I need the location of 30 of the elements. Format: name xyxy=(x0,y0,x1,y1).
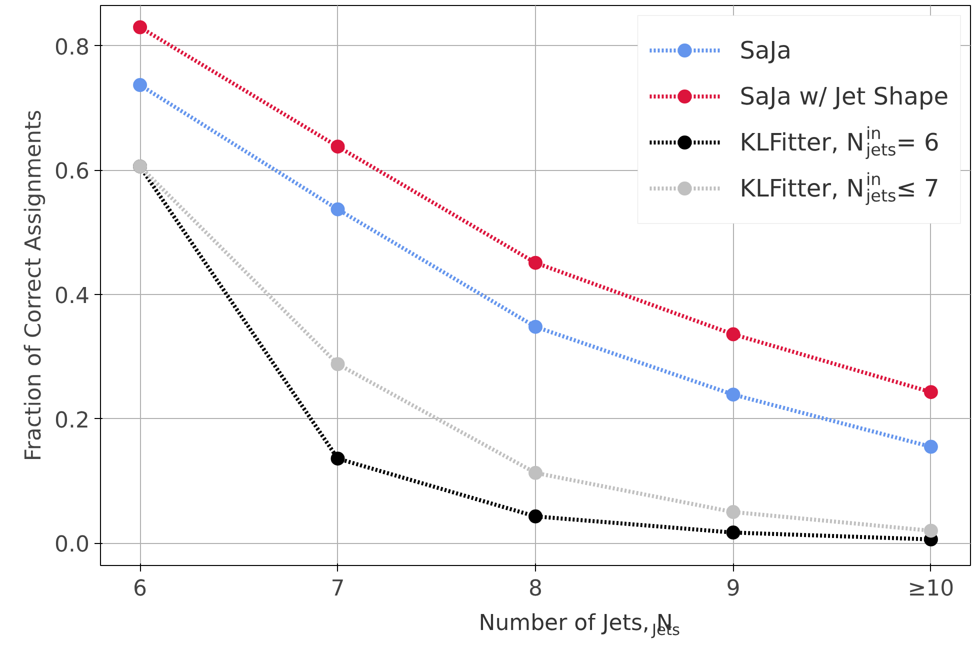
point xyxy=(330,452,345,466)
point xyxy=(330,357,345,372)
point xyxy=(330,140,345,154)
point xyxy=(528,509,542,524)
x-tick-label: 7 xyxy=(330,576,345,602)
point xyxy=(330,202,345,216)
y-tick-label: 0.4 xyxy=(54,284,90,310)
y-tick-label: 0.6 xyxy=(54,160,90,185)
point xyxy=(726,388,740,402)
point xyxy=(726,327,740,342)
legend-label: SaJa w/ Jet Shape xyxy=(740,82,948,110)
x-tick-label: 6 xyxy=(133,576,148,602)
point xyxy=(924,385,938,400)
point xyxy=(726,505,740,520)
point xyxy=(726,526,740,540)
x-tick-label: 8 xyxy=(528,576,542,602)
point xyxy=(528,320,542,334)
x-tick-label: 9 xyxy=(726,576,740,602)
y-axis-title: Fraction of Correct Assignments xyxy=(22,110,47,462)
y-tick-label: 0.0 xyxy=(54,532,90,558)
point xyxy=(528,466,542,480)
point xyxy=(133,20,148,34)
point xyxy=(924,524,938,538)
y-tick-label: 0.2 xyxy=(54,408,90,434)
legend-label: SaJa xyxy=(740,36,792,64)
y-tick-label: 0.8 xyxy=(54,35,90,60)
point xyxy=(133,78,148,92)
point xyxy=(528,256,542,270)
x-tick-label: ≥10 xyxy=(908,576,954,602)
point xyxy=(924,440,938,454)
